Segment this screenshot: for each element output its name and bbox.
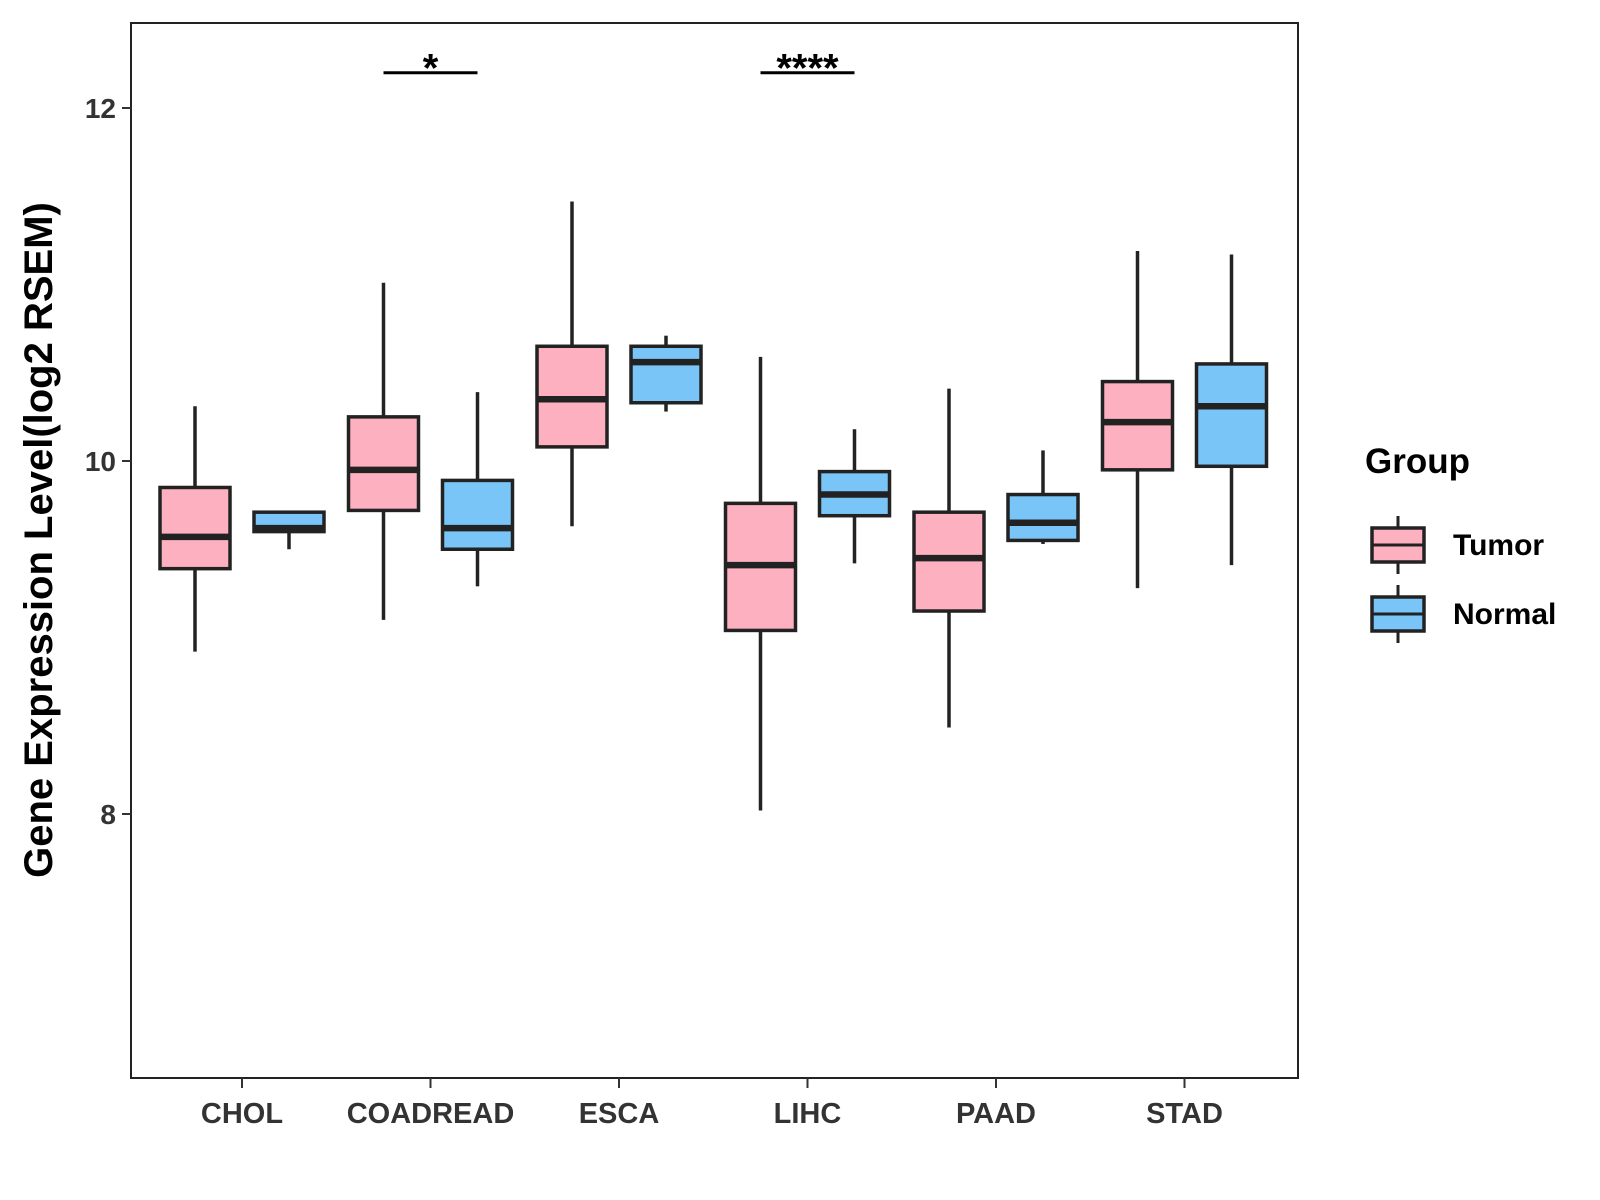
y-tick-label: 8 [100, 799, 116, 830]
box-normal-esca [629, 335, 703, 412]
box-body [346, 415, 421, 513]
x-tick-label: PAAD [956, 1098, 1036, 1130]
box-tumor-coadread [346, 282, 421, 620]
box-normal-coadread [440, 392, 515, 587]
axis-layer: 8 10 12 CHOL COADREAD ESCA LIHC PAAD STAD [85, 93, 1223, 1130]
box-body [1194, 362, 1269, 469]
plot-border [130, 22, 1299, 1079]
y-tick-label: 12 [85, 93, 116, 124]
box-body [1006, 492, 1080, 543]
x-tick-label: LIHC [774, 1098, 842, 1130]
legend-key-tumor [1370, 516, 1426, 574]
significance-label: * [423, 47, 439, 91]
box-body [1100, 379, 1175, 472]
x-tick-label: ESCA [579, 1098, 660, 1130]
plot-panel [130, 22, 1299, 1079]
box-body [912, 510, 986, 613]
box-tumor-esca [535, 201, 609, 527]
box-tumor-chol [158, 406, 232, 652]
legend-label-normal: Normal [1453, 598, 1556, 631]
box-body [158, 485, 232, 571]
box-body [629, 344, 703, 405]
box-tumor-lihc [723, 356, 798, 811]
box-normal-stad [1194, 254, 1269, 566]
box-layer [158, 201, 1269, 811]
legend-label-tumor: Tumor [1453, 529, 1544, 562]
significance-label: **** [776, 47, 839, 91]
significance-layer: * **** [383, 47, 855, 91]
x-tick-label: STAD [1146, 1098, 1223, 1130]
box-tumor-stad [1100, 250, 1175, 589]
box-tumor-paad [912, 388, 986, 728]
box-normal-chol [252, 510, 326, 550]
box-normal-paad [1006, 450, 1080, 544]
x-tick-label: CHOL [201, 1098, 283, 1130]
legend-title: Group [1365, 442, 1470, 481]
legend-key-normal [1370, 585, 1426, 643]
legend: Group Tumor Normal [1365, 442, 1556, 643]
y-tick-label: 10 [85, 446, 116, 477]
y-axis-label: Gene Expression Level(log2 RSEM) [17, 202, 61, 878]
box-normal-lihc [817, 429, 892, 564]
box-body [440, 478, 515, 552]
x-tick-label: COADREAD [347, 1098, 515, 1130]
